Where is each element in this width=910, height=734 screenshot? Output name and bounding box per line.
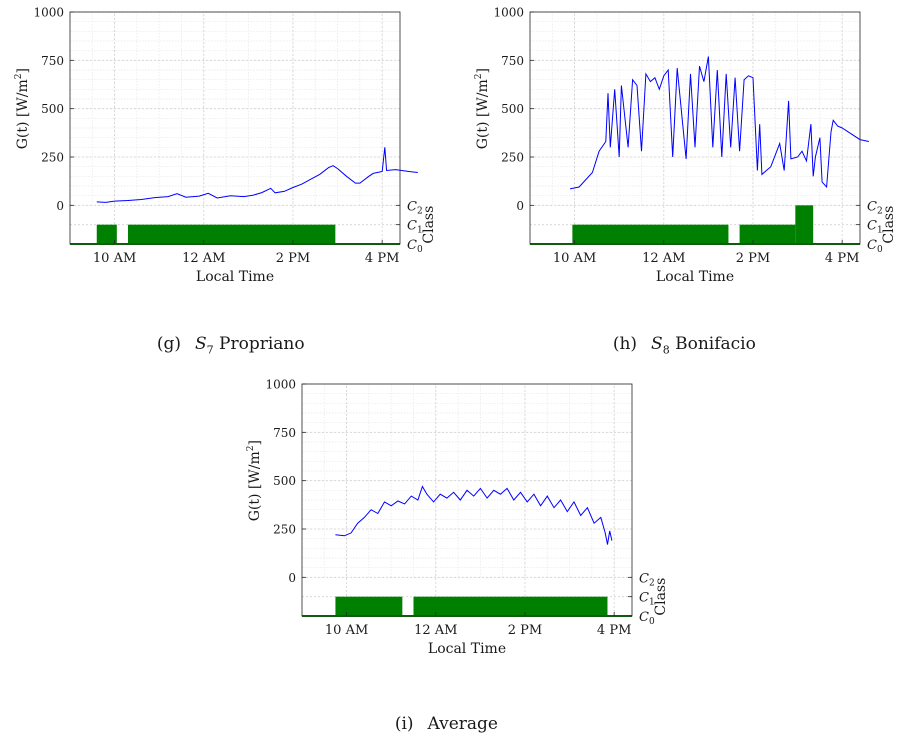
class-segment-bar [335, 596, 403, 616]
y-tick-label: 250 [501, 151, 524, 165]
chart-g-grid [69, 11, 400, 245]
y-axis-label: G(t) [W/m2] [14, 68, 31, 149]
caption-h: (h) S8 Bonifacio [602, 314, 756, 356]
class-tick-subscript: 1 [877, 226, 883, 236]
y-axis-label-end: ] [475, 68, 491, 73]
caption-h-station-sub: 8 [662, 343, 670, 357]
y-tick-label: 500 [501, 102, 524, 116]
y-tick-label: 500 [41, 102, 64, 116]
x-tick-label: 12 AM [414, 623, 457, 638]
class-tick-subscript: 2 [417, 206, 423, 216]
x-tick-label: 12 AM [182, 251, 225, 266]
y-tick-label: 250 [41, 151, 64, 165]
x-tick-label: 10 AM [93, 251, 136, 266]
class-segment-bar [96, 224, 117, 244]
caption-g-station: S [194, 334, 207, 354]
x-tick-label: 2 PM [508, 623, 542, 638]
y-tick-label: 0 [516, 199, 524, 213]
chart-i-average: 10 AM 12 AM 2 PM 4 PM02505007501000C0C1C2Lo… [246, 378, 669, 658]
x-axis-label: Local Time [428, 641, 506, 657]
irradiance-series-line [335, 485, 613, 545]
x-tick-label: 10 AM [325, 623, 368, 638]
x-tick-label: 10 AM [553, 251, 596, 266]
x-axis-label: Local Time [196, 269, 274, 285]
class-segment-bar [739, 224, 796, 244]
caption-g-station-sub: 7 [206, 343, 214, 357]
y-axis-label: G(t) [W/m2] [474, 68, 491, 149]
chart-h-axes-box [529, 11, 861, 245]
chart-g-propriano: 10 AM 12 AM 2 PM 4 PM02505007501000C0C1C2Lo… [14, 6, 437, 286]
class-tick-subscript: 1 [649, 598, 655, 608]
class-tick-subscript: 2 [877, 206, 883, 216]
y-tick-label: 1000 [265, 378, 296, 392]
class-tick-subscript: 0 [649, 617, 655, 627]
y-tick-label: 750 [273, 426, 296, 440]
class-segment-bar [795, 205, 814, 244]
chart-g-axes-box [69, 11, 401, 245]
x-tick-label: 2 PM [276, 251, 310, 266]
caption-g-name: Propriano [219, 334, 305, 354]
class-segment-bar [572, 224, 729, 244]
y-axis-label-sup: 2 [474, 74, 484, 80]
y-axis-label-sup: 2 [14, 74, 24, 80]
chart-i-grid [301, 383, 632, 617]
y-axis-label-end: ] [247, 440, 263, 445]
class-axis-label: Class [881, 206, 897, 244]
chart-h-bonifacio: 10 AM 12 AM 2 PM 4 PM02505007501000C0C1C2Lo… [474, 6, 897, 286]
caption-i-label: (i) [394, 714, 414, 734]
x-tick-label: 4 PM [597, 623, 631, 638]
x-tick-label: 4 PM [825, 251, 859, 266]
x-tick-label: 12 AM [642, 251, 685, 266]
y-tick-label: 1000 [33, 6, 64, 20]
class-tick-subscript: 2 [649, 578, 655, 588]
caption-g: (g) S7 Propriano [146, 314, 305, 356]
y-tick-label: 0 [288, 571, 296, 585]
caption-h-station: S [651, 334, 663, 354]
y-tick-label: 0 [56, 199, 64, 213]
y-tick-label: 750 [41, 54, 64, 68]
class-tick-subscript: 0 [417, 245, 423, 255]
caption-i-name: Average [427, 714, 498, 734]
class-tick-subscript: 0 [877, 245, 883, 255]
y-axis-label-sup: 2 [246, 446, 256, 452]
y-axis-label-main: G(t) [W/m [247, 451, 263, 521]
y-tick-label: 1000 [493, 6, 524, 20]
irradiance-series-line [96, 147, 418, 203]
irradiance-series-line [569, 56, 870, 190]
x-tick-label: 4 PM [365, 251, 399, 266]
caption-h-name: Bonifacio [675, 334, 756, 354]
y-axis-label-main: G(t) [W/m [475, 79, 491, 149]
caption-h-label: (h) [612, 334, 638, 354]
y-tick-label: 500 [273, 474, 296, 488]
class-tick-subscript: 1 [417, 226, 423, 236]
y-axis-label-end: ] [15, 68, 31, 73]
y-tick-label: 750 [501, 54, 524, 68]
class-segment-bar [413, 596, 608, 616]
class-segment-bar [127, 224, 336, 244]
chart-i-axes-box [301, 383, 633, 617]
y-tick-label: 250 [273, 523, 296, 537]
class-axis-label: Class [653, 578, 669, 616]
x-tick-label: 2 PM [736, 251, 770, 266]
x-axis-label: Local Time [656, 269, 734, 285]
caption-g-label: (g) [156, 334, 181, 354]
y-axis-label: G(t) [W/m2] [246, 440, 263, 521]
caption-i: (i) Average [384, 694, 498, 734]
y-axis-label-main: G(t) [W/m [15, 79, 31, 149]
class-axis-label: Class [421, 206, 437, 244]
